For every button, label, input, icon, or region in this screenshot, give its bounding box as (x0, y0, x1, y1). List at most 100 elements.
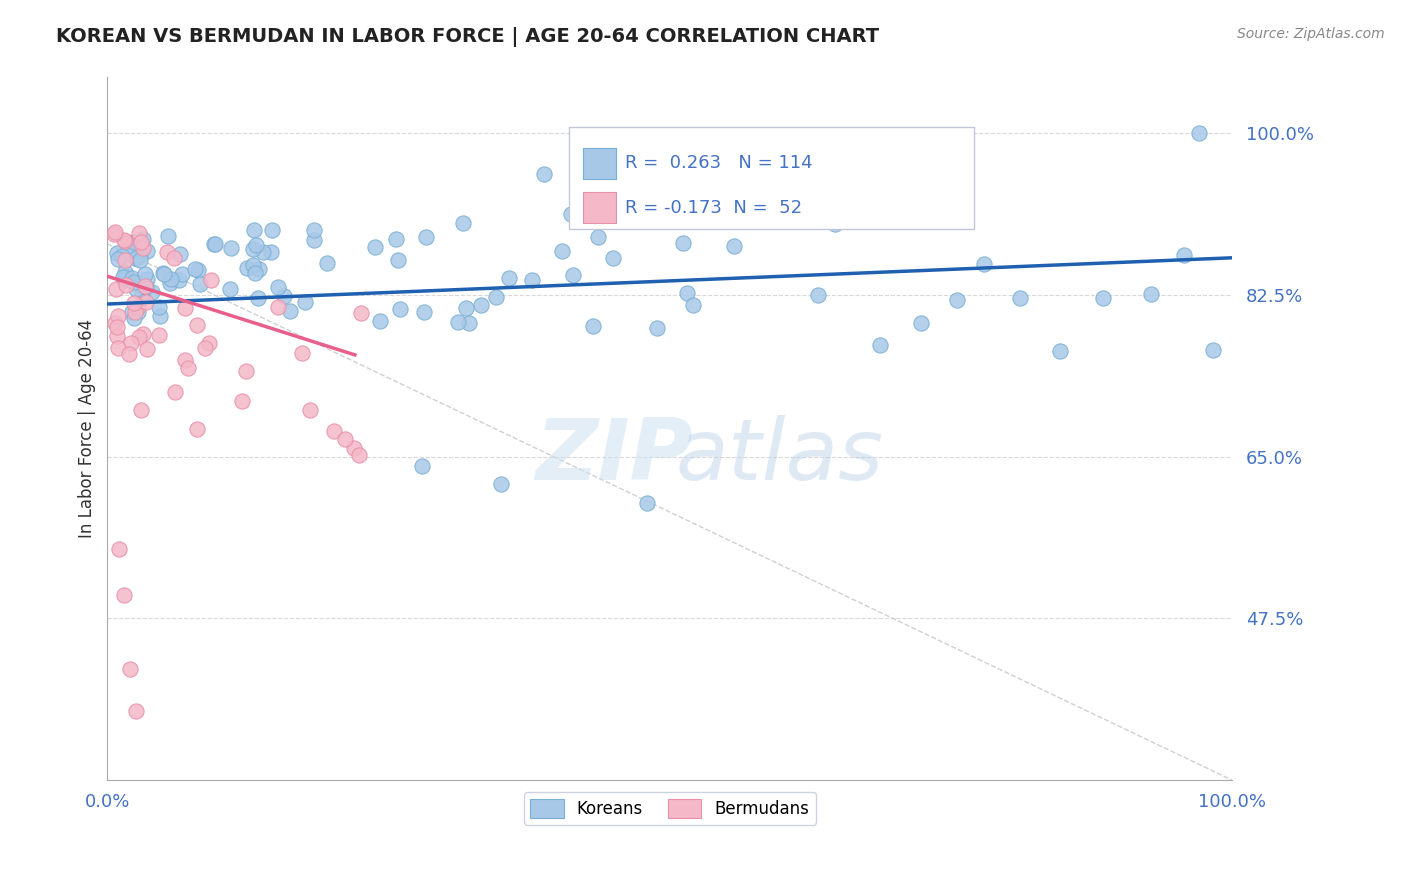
Point (387, 252, 409, 267)
Point (115, 278, 138, 293)
Point (946, 293, 969, 307)
Point (121, 271, 143, 285)
Point (723, 239, 745, 253)
Point (107, 542, 129, 557)
Point (107, 252, 129, 266)
Point (186, 318, 208, 332)
Point (152, 266, 174, 280)
Point (267, 280, 290, 294)
Point (267, 300, 290, 314)
Point (219, 241, 242, 255)
Point (242, 242, 264, 256)
Point (294, 294, 316, 309)
Point (167, 273, 190, 287)
Point (124, 251, 146, 265)
Point (751, 172, 773, 186)
Point (105, 320, 128, 334)
Point (415, 230, 437, 244)
FancyBboxPatch shape (568, 127, 974, 228)
Point (413, 305, 436, 319)
Point (184, 262, 207, 277)
Point (676, 285, 699, 300)
Point (262, 223, 284, 237)
Point (157, 228, 180, 243)
Point (231, 394, 253, 409)
Point (682, 298, 704, 312)
Point (551, 244, 574, 259)
Point (186, 422, 208, 436)
Point (672, 236, 695, 251)
Point (869, 338, 891, 352)
Point (112, 233, 135, 247)
Point (112, 270, 135, 285)
FancyBboxPatch shape (583, 148, 616, 178)
Point (343, 442, 366, 456)
Point (131, 288, 153, 302)
Point (636, 496, 658, 510)
Point (129, 235, 152, 250)
Point (219, 282, 242, 296)
Point (107, 341, 129, 355)
Point (128, 252, 150, 267)
Point (204, 236, 226, 251)
Point (520, 273, 543, 287)
Point (134, 279, 156, 293)
Point (1049, 344, 1071, 359)
Point (169, 247, 191, 261)
Point (112, 273, 135, 287)
Point (247, 291, 270, 305)
Point (242, 223, 264, 237)
Point (260, 244, 283, 259)
Point (105, 246, 128, 260)
Point (120, 335, 142, 350)
Point (245, 238, 267, 252)
Point (322, 424, 344, 438)
Point (1201, 343, 1223, 357)
Point (200, 273, 222, 287)
Point (128, 330, 150, 344)
Point (136, 244, 159, 258)
Point (125, 281, 148, 295)
Point (645, 320, 668, 334)
Point (111, 249, 134, 263)
Point (197, 335, 219, 350)
Point (153, 267, 176, 281)
Point (304, 233, 326, 247)
Point (385, 232, 408, 246)
Point (447, 315, 470, 329)
Point (451, 216, 474, 230)
Point (273, 289, 295, 303)
Text: R =  0.263   N = 114: R = 0.263 N = 114 (624, 154, 813, 172)
Point (498, 271, 520, 285)
Point (148, 327, 170, 342)
Point (128, 227, 150, 241)
Point (121, 241, 143, 255)
Point (124, 276, 146, 290)
Point (298, 403, 321, 417)
Point (114, 253, 136, 268)
Point (129, 403, 152, 417)
Text: R = -0.173  N =  52: R = -0.173 N = 52 (624, 199, 801, 217)
Point (163, 384, 186, 399)
Point (128, 248, 150, 262)
Point (159, 276, 181, 290)
Point (458, 317, 481, 331)
Text: atlas: atlas (675, 416, 883, 499)
Point (135, 280, 157, 294)
Point (388, 301, 411, 316)
Point (105, 282, 128, 296)
Y-axis label: In Labor Force | Age 20-64: In Labor Force | Age 20-64 (79, 319, 96, 539)
Point (135, 295, 157, 310)
Point (470, 298, 492, 312)
Point (156, 245, 179, 260)
Point (1188, 126, 1211, 140)
Point (1092, 291, 1115, 305)
Legend: Koreans, Bermudans: Koreans, Bermudans (523, 792, 817, 825)
Point (194, 341, 217, 355)
Point (302, 223, 325, 237)
Point (149, 309, 172, 323)
Text: ZIP: ZIP (534, 416, 693, 499)
Point (115, 269, 138, 284)
Point (121, 305, 143, 319)
Point (122, 310, 145, 325)
